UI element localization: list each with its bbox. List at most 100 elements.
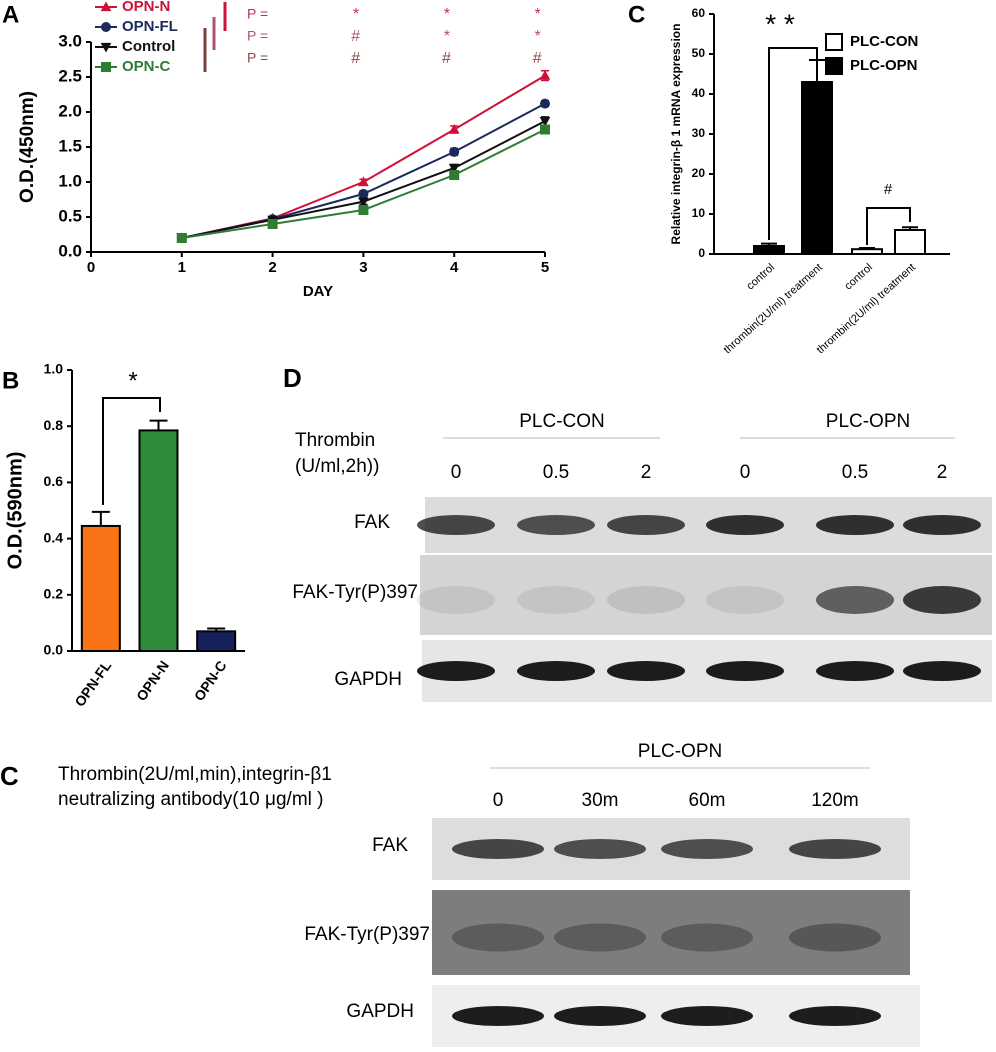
- legend-label: OPN-FL: [122, 18, 178, 35]
- x-tick-label: 4: [450, 259, 459, 276]
- band: [417, 586, 495, 614]
- treatment-label: Thrombin(2U/ml,min),integrin-β1: [58, 764, 332, 785]
- y-tick-label: 50: [692, 46, 706, 60]
- treatment-label: Thrombin: [295, 430, 375, 451]
- x-tick-label: control: [842, 261, 875, 292]
- y-axis-label: O.D.(590nm): [4, 452, 26, 570]
- y-tick-label: 0.0: [44, 642, 64, 658]
- bar: [894, 229, 926, 255]
- band: [816, 515, 894, 535]
- significance-symbol: *: [128, 367, 137, 394]
- lane-label: 2: [937, 462, 948, 483]
- band: [661, 839, 753, 859]
- band: [517, 661, 595, 681]
- marker: [358, 176, 369, 187]
- treatment-label: (U/ml,2h)): [295, 456, 379, 477]
- x-tick-label: 2: [268, 259, 276, 276]
- band: [554, 1006, 646, 1026]
- y-tick-label: 0.6: [44, 473, 64, 489]
- y-tick-label: 0.2: [44, 586, 64, 602]
- bracket: [866, 207, 911, 245]
- significance-symbol: #: [351, 50, 361, 67]
- bar: [80, 524, 121, 653]
- marker: [448, 123, 460, 134]
- significance-symbol: *: [352, 6, 359, 23]
- row-label: FAK: [354, 512, 390, 533]
- marker: [267, 219, 278, 229]
- lane-label: 2: [641, 462, 652, 483]
- band: [661, 1006, 753, 1026]
- lane-label: 0.5: [543, 462, 569, 483]
- marker: [358, 205, 369, 215]
- error-bar: [809, 59, 825, 82]
- bar: [851, 248, 883, 255]
- row-label: FAK-Tyr(P)397: [292, 582, 418, 603]
- x-tick-label: OPN-N: [133, 658, 172, 704]
- band: [517, 515, 595, 535]
- panel-label: B: [2, 367, 19, 394]
- band: [607, 661, 685, 681]
- band: [903, 661, 981, 681]
- band: [706, 661, 784, 681]
- marker: [539, 70, 551, 80]
- marker: [449, 170, 460, 180]
- p-label: P =: [247, 28, 268, 44]
- band: [789, 839, 881, 859]
- y-axis-label: O.D.(450nm): [17, 91, 38, 203]
- bar: [801, 81, 833, 255]
- legend-marker: [101, 62, 111, 72]
- significance-symbol: #: [884, 181, 893, 198]
- band: [554, 839, 646, 859]
- y-tick-label: 20: [692, 166, 706, 180]
- significance-symbol: *: [534, 28, 541, 45]
- group-label: PLC-CON: [519, 411, 605, 432]
- marker: [539, 117, 551, 127]
- band: [789, 1006, 881, 1026]
- row-label: FAK: [372, 835, 408, 856]
- y-tick-label: 3.0: [58, 31, 82, 50]
- significance-symbol: *: [534, 6, 541, 23]
- marker: [540, 124, 550, 135]
- significance-symbol: #: [442, 50, 452, 67]
- band: [452, 1006, 544, 1026]
- legend-marker: [100, 1, 112, 12]
- y-tick-label: 10: [692, 206, 706, 220]
- x-tick-label: OPN-FL: [71, 657, 114, 709]
- blot-strip: [420, 555, 992, 635]
- y-tick-label: 2.5: [58, 66, 82, 85]
- y-tick-label: 30: [692, 126, 706, 140]
- legend-label: Control: [122, 38, 175, 55]
- legend-swatch: [825, 57, 843, 75]
- x-tick-label: OPN-C: [191, 658, 230, 704]
- panel-label: D: [283, 363, 302, 393]
- bar: [753, 245, 785, 255]
- bar: [138, 429, 179, 653]
- bracket: [768, 47, 818, 240]
- band: [607, 586, 685, 614]
- panel-label: C: [628, 1, 645, 28]
- legend-label: PLC-OPN: [850, 57, 918, 74]
- significance-symbol: * *: [765, 8, 795, 39]
- y-tick-label: 0.4: [44, 529, 64, 545]
- y-tick-label: 2.0: [58, 101, 82, 120]
- x-tick-label: 0: [87, 259, 95, 276]
- panel-label: A: [2, 1, 19, 28]
- row-label: FAK-Tyr(P)397: [304, 924, 430, 945]
- marker: [176, 233, 187, 243]
- row-label: GAPDH: [334, 669, 402, 690]
- band: [903, 515, 981, 535]
- lane-label: 0: [493, 790, 504, 811]
- y-tick-label: 1.0: [44, 361, 64, 377]
- significance-symbol: #: [351, 28, 361, 45]
- legend-label: OPN-C: [122, 58, 171, 75]
- y-tick-label: 0: [698, 246, 705, 260]
- lane-label: 60m: [689, 790, 726, 811]
- marker: [358, 197, 369, 208]
- band: [816, 661, 894, 681]
- band: [816, 586, 894, 614]
- blot-strip: [432, 890, 910, 975]
- band: [517, 586, 595, 614]
- band: [661, 923, 753, 952]
- marker: [540, 98, 551, 109]
